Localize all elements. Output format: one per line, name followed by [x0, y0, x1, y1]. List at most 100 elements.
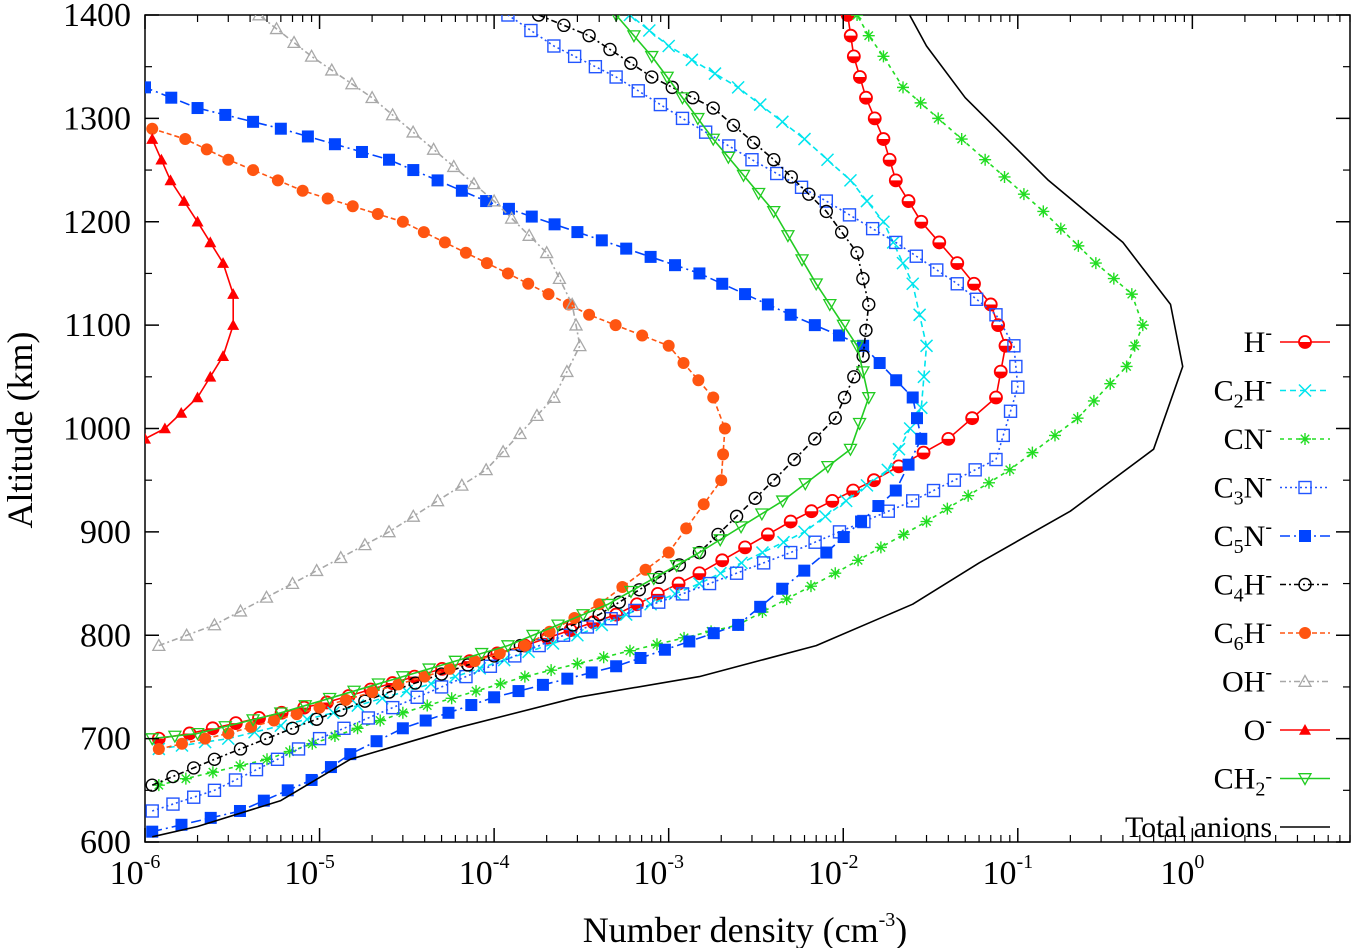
- data-point: [395, 671, 410, 684]
- data-point: [207, 783, 222, 798]
- data-point: [257, 794, 270, 807]
- data-point: [794, 180, 809, 194]
- series-5: [145, 15, 876, 792]
- data-point: [374, 714, 387, 727]
- data-point: [665, 80, 679, 95]
- data-point: [683, 635, 696, 648]
- data-point: [465, 699, 478, 712]
- data-point: [259, 590, 274, 603]
- data-point: [536, 678, 549, 691]
- y-tick-label: 600: [80, 824, 131, 861]
- data-point: [191, 102, 204, 115]
- data-point: [597, 651, 610, 664]
- data-point: [809, 278, 824, 292]
- data-point-fill: [784, 521, 797, 528]
- data-point: [595, 234, 608, 247]
- data-point: [751, 187, 766, 201]
- plot-frame: [144, 14, 1351, 843]
- data-point: [175, 406, 188, 418]
- data-point: [979, 153, 992, 166]
- data-point: [1125, 288, 1138, 301]
- legend-label-9: CH2-: [1214, 763, 1272, 801]
- data-point: [470, 685, 483, 698]
- data-point: [571, 226, 584, 239]
- legend-label-2: CN-: [1224, 419, 1272, 456]
- series-7: [151, 15, 587, 652]
- y-axis: 600 700 800 900 1000 1100 1200 1300 1400: [63, 0, 1350, 861]
- data-point: [445, 692, 458, 705]
- data-point-fill: [693, 573, 706, 580]
- data-point: [623, 585, 639, 599]
- data-point: [698, 125, 713, 139]
- data-point: [1003, 404, 1018, 418]
- data-point: [926, 483, 941, 498]
- data-point: [529, 408, 545, 422]
- data-point: [269, 21, 284, 35]
- data-point: [874, 541, 887, 554]
- data-point: [829, 567, 842, 580]
- series-3: [145, 15, 1025, 818]
- data-point: [706, 101, 720, 115]
- data-point: [291, 742, 306, 756]
- data-point: [837, 390, 852, 405]
- data-point: [754, 600, 767, 613]
- data-point: [658, 643, 671, 656]
- data-point: [158, 422, 171, 434]
- series-line: [158, 15, 1144, 786]
- data-point: [146, 825, 159, 838]
- y-axis-title: Altitude (km): [0, 332, 40, 529]
- data-point: [518, 670, 531, 683]
- data-point: [776, 582, 789, 595]
- data-point: [259, 731, 274, 746]
- legend-label-8: O-: [1244, 710, 1272, 747]
- data-point: [766, 205, 781, 219]
- data-point: [285, 576, 300, 590]
- data-point: [495, 444, 511, 458]
- data-point: [1048, 429, 1061, 442]
- data-point: [832, 329, 845, 342]
- data-point: [396, 215, 409, 228]
- data-point: [339, 693, 352, 706]
- data-point: [178, 195, 191, 206]
- data-point: [881, 463, 895, 477]
- data-point: [897, 528, 910, 541]
- data-point: [382, 685, 396, 699]
- data-point: [877, 50, 890, 63]
- data-point: [822, 298, 837, 312]
- data-point: [407, 164, 420, 177]
- data-point: [718, 422, 731, 435]
- data-point: [603, 42, 617, 57]
- legend-label-6: C6H-: [1214, 613, 1272, 655]
- data-point-fill: [761, 534, 774, 541]
- data-point: [1299, 530, 1311, 542]
- data-point: [152, 742, 165, 755]
- data-point: [717, 448, 730, 461]
- data-point: [408, 676, 422, 690]
- data-point: [245, 714, 261, 728]
- data-point: [546, 390, 561, 403]
- data-point: [1299, 627, 1311, 639]
- data-point: [1107, 272, 1120, 285]
- data-point: [780, 593, 793, 606]
- data-point: [819, 194, 834, 208]
- data-point: [501, 15, 515, 22]
- data-point: [344, 748, 357, 761]
- data-point: [355, 145, 368, 158]
- legend-label-5: C4H-: [1214, 565, 1272, 607]
- data-point: [410, 690, 424, 704]
- data-point: [604, 612, 618, 626]
- data-point: [733, 521, 749, 535]
- data-point-fill: [889, 180, 902, 187]
- data-point-fill: [847, 490, 860, 497]
- data-point: [839, 494, 853, 508]
- data-point: [969, 292, 984, 306]
- data-point: [850, 246, 864, 260]
- data-point: [422, 663, 437, 677]
- data-point: [955, 133, 968, 146]
- data-point: [919, 339, 934, 353]
- data-point: [775, 115, 789, 129]
- data-point: [623, 15, 637, 22]
- data-point: [326, 706, 340, 720]
- data-point: [862, 29, 875, 42]
- x-tick-label: 10-3: [633, 851, 684, 892]
